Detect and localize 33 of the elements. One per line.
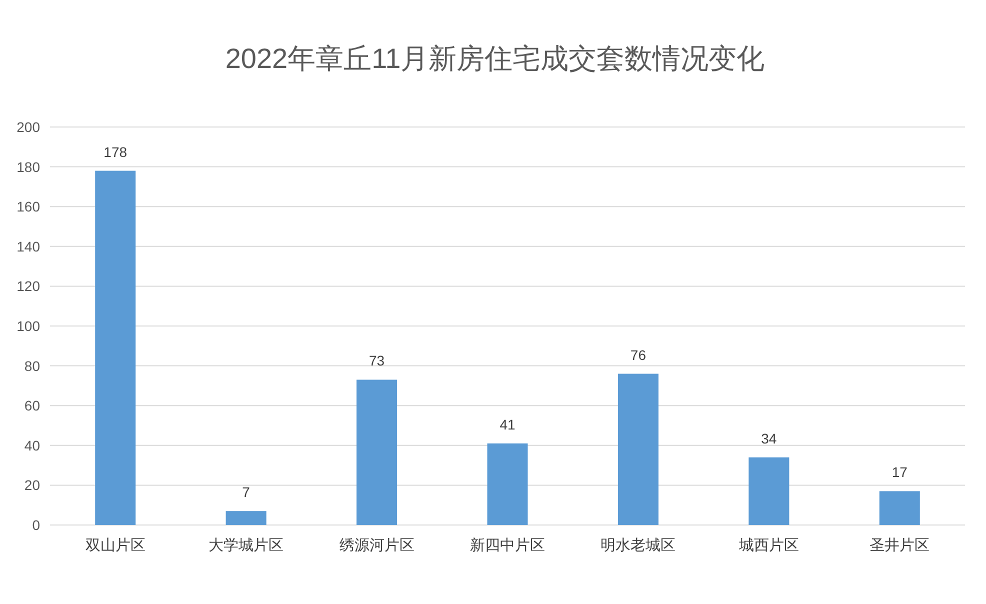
x-tick-label: 双山片区 <box>85 537 146 554</box>
bar <box>487 443 528 525</box>
x-tick-label: 城西片区 <box>738 537 799 554</box>
y-tick-label: 20 <box>24 477 40 494</box>
x-tick-label: 大学城片区 <box>208 537 284 554</box>
x-tick-label: 圣井片区 <box>870 537 930 554</box>
x-tick-label: 绣源河片区 <box>339 537 414 554</box>
bar <box>95 170 136 525</box>
y-tick-label: 120 <box>16 278 40 294</box>
data-label: 73 <box>368 352 385 369</box>
x-tick-label: 明水老城区 <box>600 537 676 554</box>
data-label: 17 <box>892 464 908 480</box>
bar <box>226 511 266 525</box>
y-tick-label: 200 <box>16 119 40 135</box>
y-tick-label: 60 <box>24 398 40 414</box>
y-tick-label: 40 <box>24 437 40 454</box>
data-label: 76 <box>630 346 646 363</box>
bar <box>618 374 658 525</box>
y-tick-label: 140 <box>16 238 40 254</box>
bar <box>879 491 920 525</box>
y-tick-label: 80 <box>24 358 40 374</box>
y-tick-label: 100 <box>16 318 40 334</box>
y-tick-label: 160 <box>16 198 40 215</box>
y-tick-label: 180 <box>16 158 40 175</box>
data-label: 7 <box>242 484 250 500</box>
chart-title: 2022年章丘11月新房住宅成交套数情况变化 <box>225 43 765 74</box>
bar <box>356 380 398 525</box>
data-label: 34 <box>761 430 777 446</box>
data-label: 178 <box>104 144 128 160</box>
x-tick-label: 新四中片区 <box>470 537 545 554</box>
data-label: 41 <box>500 416 516 432</box>
y-tick-label: 0 <box>32 517 40 533</box>
bar <box>748 457 790 525</box>
